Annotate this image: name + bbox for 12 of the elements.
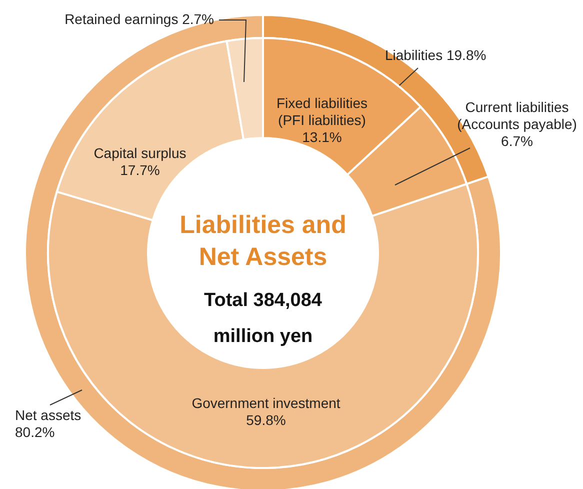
data-label: 59.8% (246, 412, 286, 428)
slice-label: Capital surplus (94, 145, 186, 161)
text: Total 384,084 million yen (204, 290, 322, 347)
slice-label: Retained earnings 2.7% (64, 11, 214, 27)
data-label: 17.7% (120, 162, 160, 178)
data-label: 6.7% (501, 133, 533, 149)
slice-label: Net assets (15, 407, 82, 423)
data-label: 13.1% (302, 129, 342, 145)
slice-label: Fixed liabilities (PFI liabilities) (276, 95, 368, 128)
data-label: 80.2% (15, 424, 55, 440)
text: Liabilities and Net Assets (180, 211, 346, 271)
slice-label: Government investment (192, 395, 340, 411)
